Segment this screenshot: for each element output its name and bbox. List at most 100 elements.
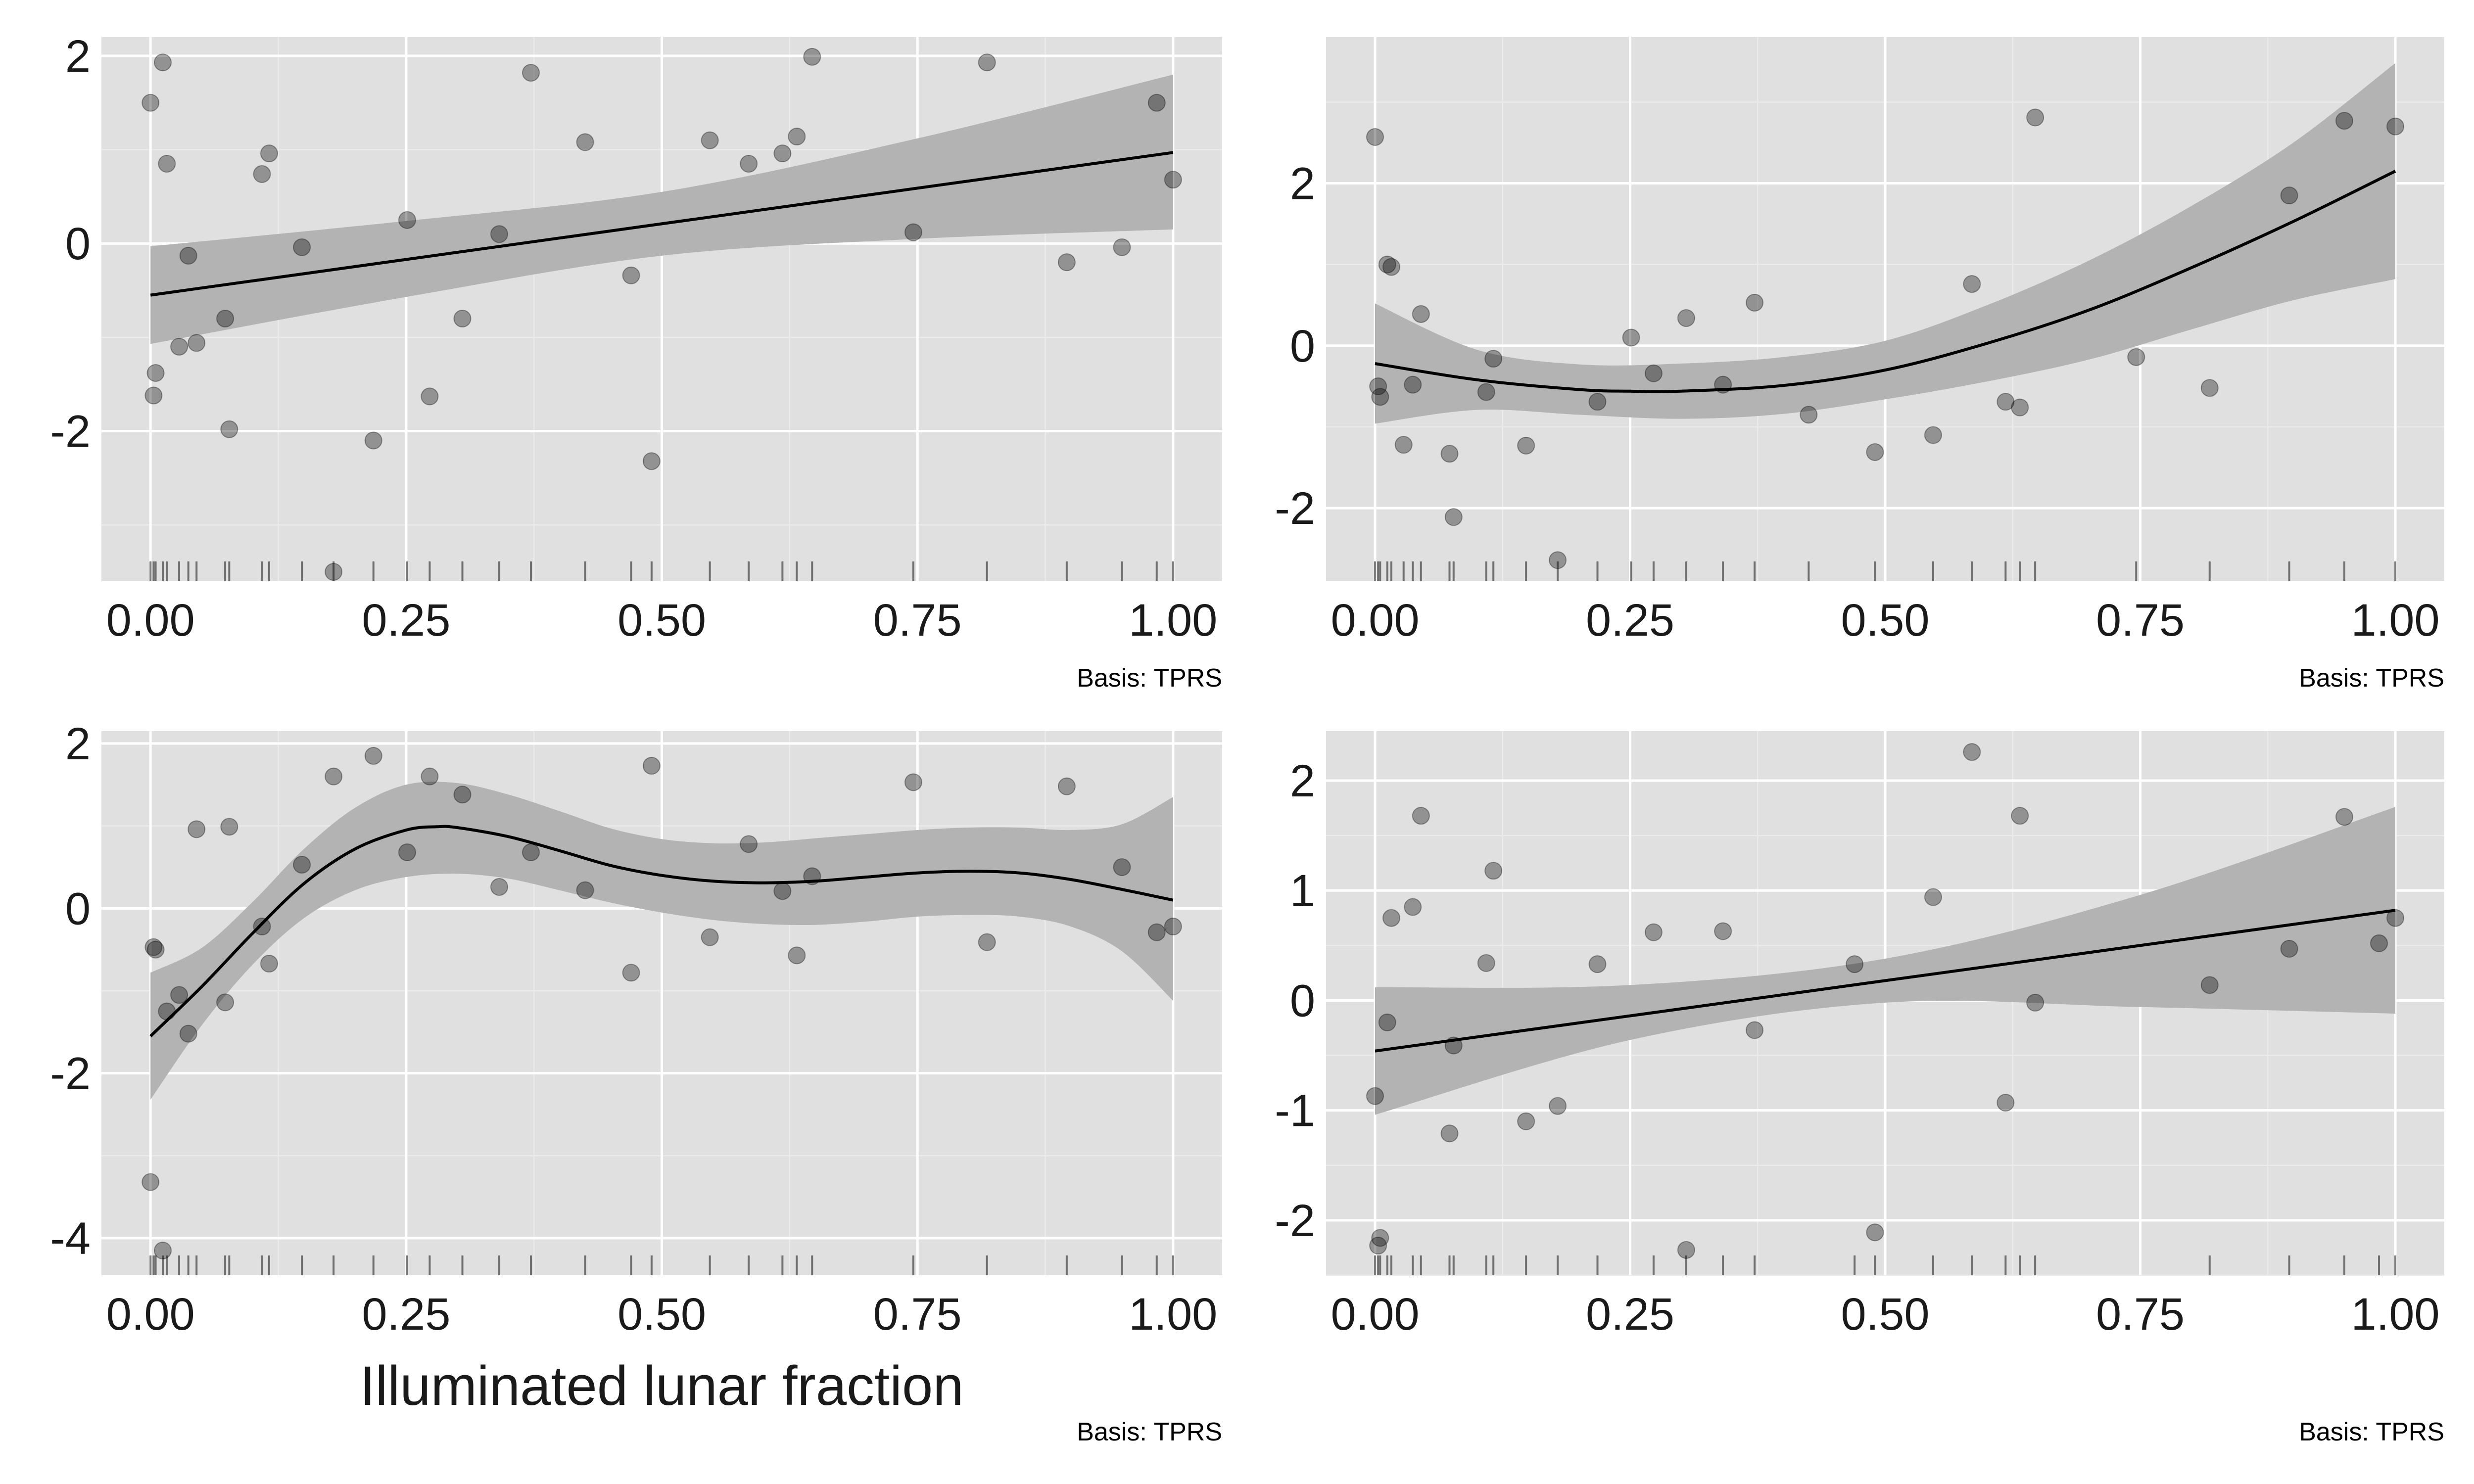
data-point (576, 133, 594, 151)
data-point (1963, 743, 1981, 761)
data-point (904, 773, 922, 791)
plot-caption: Basis: TPRS (2299, 1418, 2444, 1446)
data-point (293, 856, 311, 874)
confidence-band (1375, 807, 2395, 1115)
data-point (1378, 255, 1396, 274)
x-tick-label: 0.50 (618, 595, 706, 646)
data-point (1412, 807, 1430, 825)
data-point (1371, 388, 1389, 406)
data-point (2335, 112, 2353, 130)
x-tick-label: 0.25 (1586, 1289, 1674, 1340)
data-point (260, 955, 278, 973)
data-point (421, 387, 439, 406)
data-point (740, 835, 758, 853)
x-tick-label: 0.50 (1841, 595, 1929, 646)
x-tick-label: 0.75 (2096, 1289, 2185, 1340)
y-tick-label: -4 (50, 1213, 91, 1264)
data-point (1394, 436, 1413, 454)
data-point (2280, 940, 2298, 958)
data-point (2127, 348, 2145, 366)
data-point (978, 933, 996, 951)
data-point (144, 938, 163, 956)
data-point (216, 309, 235, 327)
data-point (158, 155, 176, 173)
x-axis-title: Illuminated lunar fraction (360, 1355, 963, 1417)
data-point (904, 223, 922, 241)
data-point (1866, 1223, 1884, 1242)
panel-2: -2 0 2 0.00 0.25 0.50 0.75 1.00 Basis: TPRS (1275, 37, 2444, 693)
data-point (803, 47, 821, 66)
data-point (1440, 445, 1459, 463)
data-point (1057, 777, 1076, 795)
data-point (1517, 1112, 1535, 1130)
data-point (701, 928, 719, 946)
data-point (2200, 379, 2219, 397)
smooth-fit-line (1375, 909, 2396, 1053)
y-tick-label: 0 (1290, 975, 1315, 1026)
data-point (144, 386, 163, 405)
data-point (2200, 976, 2219, 994)
data-point (576, 881, 594, 899)
data-point (453, 309, 472, 327)
x-tick-label: 1.00 (1129, 1289, 1217, 1340)
data-point (2026, 108, 2045, 127)
x-tick-label: 0.25 (1586, 595, 1674, 646)
data-point (1404, 898, 1422, 916)
data-point (421, 767, 439, 786)
confidence-band (150, 782, 1173, 1100)
data-point (1924, 888, 1942, 906)
panel-3: -4 -2 0 2 0.00 0.25 0.50 0.75 1.00 Illuminated lu… (50, 719, 1222, 1446)
data-point (740, 155, 758, 173)
x-tick-label: 0.25 (362, 595, 450, 646)
x-tick-label: 0.00 (106, 595, 195, 646)
data-point (1866, 443, 1884, 461)
data-point (146, 364, 165, 382)
data-point (788, 128, 806, 146)
y-tick-label: -2 (1275, 483, 1315, 534)
y-tick-label: 0 (65, 219, 91, 269)
data-point (1444, 508, 1463, 526)
confidence-band (1375, 63, 2395, 424)
data-point (2280, 186, 2298, 205)
data-point (1714, 922, 1732, 940)
data-point (146, 940, 165, 959)
data-point (1147, 93, 1166, 112)
data-point (773, 882, 792, 900)
data-point (2026, 993, 2045, 1012)
plot-caption: Basis: TPRS (1077, 664, 1222, 693)
data-point (170, 986, 189, 1004)
data-point (1800, 406, 1818, 424)
confidence-band (150, 74, 1173, 344)
data-point (325, 563, 343, 581)
data-point (2386, 117, 2405, 136)
data-point (1477, 954, 1495, 972)
y-tick-label: -1 (1275, 1086, 1315, 1136)
data-point (1746, 293, 1764, 312)
data-point (1164, 918, 1182, 935)
y-tick-label: 2 (1290, 756, 1315, 806)
data-point (158, 1002, 176, 1020)
y-tick-label: 0 (1290, 321, 1315, 371)
x-tick-label: 0.75 (2096, 595, 2185, 646)
smooth-fit-line (1375, 170, 2396, 393)
data-point (978, 53, 996, 72)
y-tick-label: 0 (65, 883, 91, 934)
data-point (490, 878, 508, 896)
data-point (1924, 426, 1942, 444)
data-point (1113, 858, 1131, 876)
data-point (1677, 309, 1695, 327)
data-point (1382, 258, 1400, 276)
data-point (1412, 305, 1430, 323)
data-point (1644, 923, 1663, 941)
data-point (1369, 1237, 1387, 1254)
x-tick-label: 0.00 (1331, 595, 1419, 646)
data-point (1517, 436, 1535, 455)
data-point (1484, 350, 1503, 368)
data-point (142, 93, 160, 112)
data-point (2011, 807, 2029, 825)
data-point (522, 843, 540, 861)
data-point (293, 238, 311, 256)
x-tick-label: 0.00 (1331, 1289, 1419, 1340)
data-point (1369, 377, 1387, 395)
